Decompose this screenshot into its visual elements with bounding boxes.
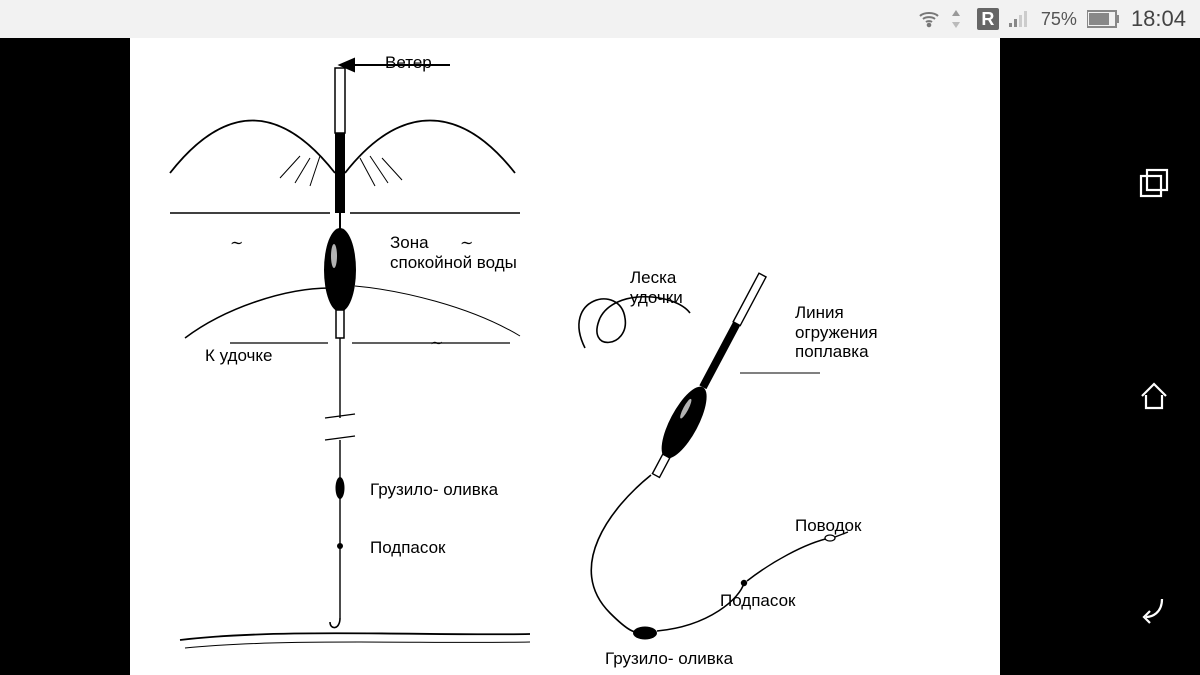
home-button[interactable] [1132, 374, 1176, 418]
label-calm-zone: Зона спокойной воды [390, 233, 517, 272]
label-leader: Поводок [795, 516, 861, 536]
battery-icon [1087, 10, 1121, 28]
label-sinker-olive-left: Грузило- оливка [370, 480, 498, 500]
image-viewer-content: ∼ ∼ ∼ [130, 38, 1000, 675]
roaming-badge: R [977, 8, 999, 30]
label-rod-line: Леска удочки [630, 268, 683, 307]
clock: 18:04 [1131, 6, 1186, 32]
label-to-rod: К удочке [205, 346, 273, 366]
label-sinker-olive-right: Грузило- оливка [605, 649, 733, 669]
wifi-icon [917, 7, 941, 31]
back-button[interactable] [1132, 587, 1176, 631]
label-shot-left: Подпасок [370, 538, 445, 558]
data-updown-icon [951, 8, 967, 30]
left-letterbox [0, 38, 130, 675]
battery-percent: 75% [1041, 9, 1077, 30]
label-wind: Ветер [385, 53, 432, 73]
android-nav-bar [1108, 38, 1200, 675]
svg-text:∼: ∼ [230, 235, 243, 252]
signal-icon [1009, 9, 1031, 29]
recent-apps-button[interactable] [1132, 162, 1176, 206]
label-shot-right: Подпасок [720, 591, 795, 611]
android-status-bar: R 75% 18:04 [0, 0, 1200, 38]
label-load-line: Линия огружения поплавка [795, 303, 878, 362]
